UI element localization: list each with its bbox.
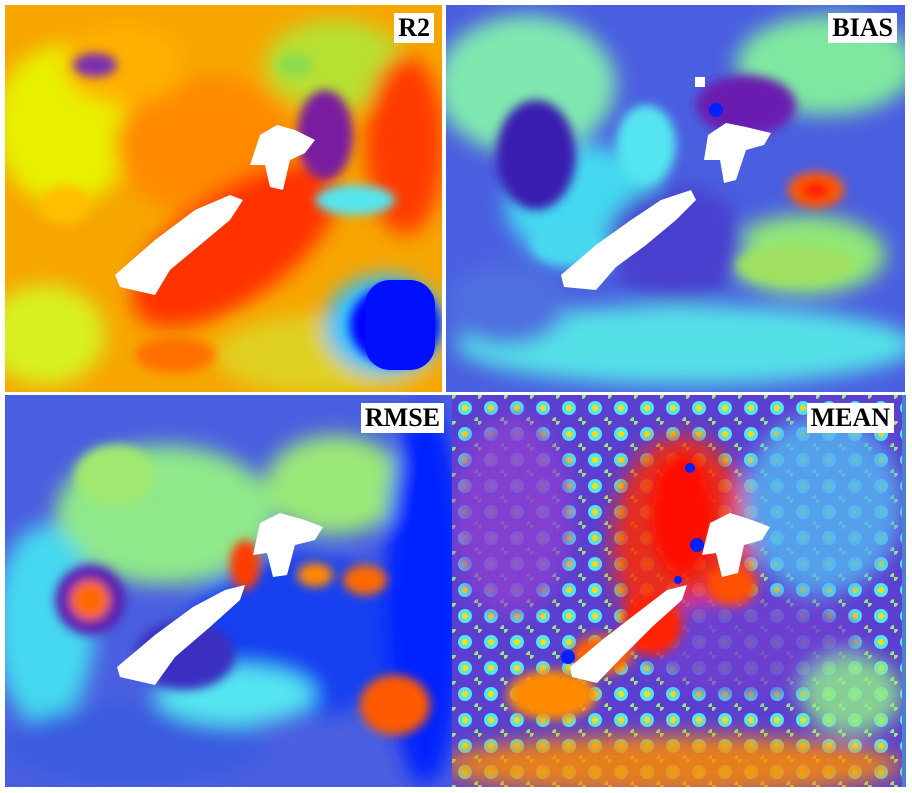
mean-map — [452, 395, 902, 787]
r2-label: R2 — [394, 13, 434, 43]
mean-map-panel: MEAN — [452, 395, 902, 787]
bias-map — [446, 5, 905, 392]
rmse-map — [5, 395, 452, 787]
mean-label: MEAN — [806, 403, 894, 433]
mean-panel-edge — [902, 395, 906, 787]
r2-map — [5, 5, 442, 392]
rmse-map-panel: RMSE — [5, 395, 452, 787]
bias-label: BIAS — [828, 13, 897, 43]
r2-map-panel: R2 — [5, 5, 442, 392]
rmse-label: RMSE — [360, 403, 444, 433]
bias-map-panel: BIAS — [446, 5, 905, 392]
